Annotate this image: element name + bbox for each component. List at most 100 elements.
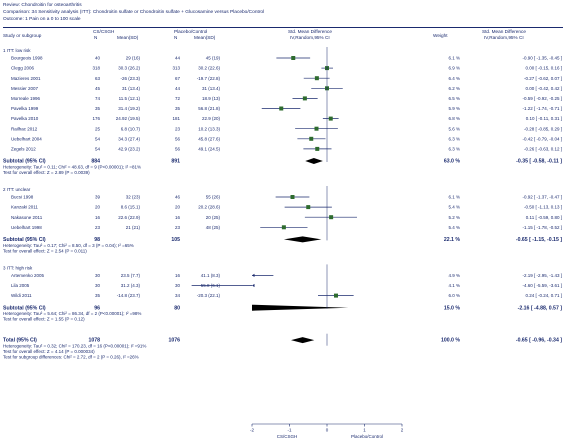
ctrl-n: 44 bbox=[175, 56, 181, 61]
weight-value: 6.1 % bbox=[448, 56, 460, 61]
effect-ci-value: 0.10 [ -0.11, 0.31 ] bbox=[526, 116, 562, 121]
subtotal-ci: -0.65 [ -1.15, -0.15 ] bbox=[516, 237, 562, 243]
exp-mean-sd: 21 (21) bbox=[126, 225, 141, 230]
total-ctrl-n: 1076 bbox=[168, 338, 180, 344]
outcome-title: Outcome: 1 Pain on a 0 to 100 scale bbox=[3, 17, 81, 22]
weight-value: 6.9 % bbox=[448, 66, 460, 71]
point-estimate bbox=[309, 136, 314, 141]
weight-value: 5.4 % bbox=[448, 225, 460, 230]
point-estimate bbox=[328, 116, 333, 121]
exp-n: 318 bbox=[92, 66, 100, 71]
ctrl-mean-sd: 10.2 (13.3) bbox=[198, 126, 220, 131]
subtotal-exp-n: 98 bbox=[94, 237, 100, 243]
study-name: Morreale 1996 bbox=[11, 96, 41, 101]
ctrl-n: 16 bbox=[175, 215, 181, 220]
point-estimate bbox=[315, 146, 320, 151]
ctrl-n: 30 bbox=[175, 283, 181, 288]
weight-value: 6.3 % bbox=[448, 147, 460, 152]
exp-mean-sd: 8.6 (15.1) bbox=[121, 205, 141, 210]
ctrl-mean-sd: 48 (25) bbox=[206, 225, 221, 230]
exp-n: 35 bbox=[95, 293, 101, 298]
exp-n: 40 bbox=[95, 56, 101, 61]
study-name: Clegg 2006 bbox=[11, 66, 35, 71]
ctrl-mean-sd: 18.9 (13) bbox=[202, 96, 221, 101]
effect-ci-value: 0.00 [ -0.42, 0.42 ] bbox=[525, 86, 562, 91]
study-name: Uebelhart 1998 bbox=[11, 225, 42, 230]
study-name: Pavelka 1999 bbox=[11, 106, 39, 111]
point-estimate bbox=[290, 195, 295, 199]
exp-n: 35 bbox=[95, 106, 101, 111]
ctrl-n: 23 bbox=[175, 225, 181, 230]
exp-mean-sd: 31 (13.4) bbox=[122, 86, 141, 91]
col-exp-mean: Mean(SD) bbox=[117, 35, 139, 40]
exp-mean-sd: 11.5 (12.1) bbox=[119, 96, 141, 101]
exp-mean-sd: 29 (16) bbox=[126, 56, 141, 61]
ctrl-mean-sd: 20 (25) bbox=[206, 215, 221, 220]
weight-value: 5.6 % bbox=[448, 126, 460, 131]
ctrl-n: 72 bbox=[175, 96, 181, 101]
weight-value: 5.9 % bbox=[448, 106, 460, 111]
ctrl-mean-sd: 45 (19) bbox=[206, 56, 221, 61]
subtotal-ci: -2.16 [ -4.88, 0.57 ] bbox=[518, 305, 563, 311]
exp-mean-sd: 22.6 (22.9) bbox=[118, 215, 140, 220]
ctrl-mean-sd: 22.9 (20) bbox=[202, 116, 221, 121]
ctrl-mean-sd: 30.2 (22.6) bbox=[198, 66, 220, 71]
study-name: Bucsi 1998 bbox=[11, 195, 34, 200]
x-tick-label: 1 bbox=[363, 428, 366, 433]
study-name: Mazieres 2001 bbox=[11, 76, 41, 81]
ctrl-mean-sd: 45.8 (27.6) bbox=[198, 136, 220, 141]
total-overall-effect-text: Test for overall effect: Z = 4.14 (P = 0… bbox=[3, 349, 95, 354]
exp-n: 30 bbox=[95, 283, 101, 288]
study-name: Bourgeois 1998 bbox=[11, 56, 43, 61]
subtotal-label: Subtotal (95% CI) bbox=[3, 305, 46, 311]
ctrl-n: 56 bbox=[175, 136, 181, 141]
ctrl-n: 34 bbox=[175, 293, 181, 298]
subtotal-label: Subtotal (95% CI) bbox=[3, 159, 46, 165]
effect-ci-value: -0.90 [ -1.35, -0.45 ] bbox=[522, 56, 562, 61]
overall-effect-text: Test for overall effect: Z = 1.55 (P = 0… bbox=[3, 317, 85, 322]
weight-value: 5.4 % bbox=[448, 205, 460, 210]
heterogeneity-text: Heterogeneity: Tau² = 0.17; Chi² = 8.50,… bbox=[3, 243, 134, 248]
exp-n: 16 bbox=[95, 215, 101, 220]
review-title: Review: Chondroitin for osteoarthritis bbox=[3, 3, 82, 8]
point-estimate bbox=[314, 76, 319, 81]
study-name: Kanzaki 2011 bbox=[11, 205, 38, 210]
subtotal-diamond bbox=[252, 304, 349, 311]
effect-ci-value: 0.00 [ -0.15, 0.16 ] bbox=[525, 66, 562, 71]
point-estimate bbox=[306, 205, 311, 210]
exp-n: 45 bbox=[95, 86, 101, 91]
col-study: Study or subgroup bbox=[3, 33, 42, 38]
exp-n: 23 bbox=[95, 225, 101, 230]
subtotal-weight: 63.0 % bbox=[444, 159, 461, 165]
exp-n: 54 bbox=[95, 136, 101, 141]
subtotal-weight: 22.1 % bbox=[444, 237, 461, 243]
point-estimate bbox=[281, 225, 286, 230]
ctrl-n: 44 bbox=[175, 86, 181, 91]
col-effect-text-method: IV,Random,95% CI bbox=[484, 35, 524, 40]
study-name: Nakasone 2011 bbox=[11, 215, 43, 220]
col-effect-plot: Std. Mean Difference bbox=[288, 29, 332, 34]
exp-mean-sd: 30.3 (26.2) bbox=[118, 66, 140, 71]
heterogeneity-text: Heterogeneity: Tau² = 5.64; Chi² = 86.34… bbox=[3, 311, 141, 316]
ctrl-n: 20 bbox=[175, 205, 181, 210]
axis-label-right: Placebo/Control bbox=[351, 434, 383, 439]
x-tick-label: 0 bbox=[326, 428, 329, 433]
col-exp-n: N bbox=[94, 35, 98, 40]
exp-mean-sd: 42.9 (23.2) bbox=[118, 147, 140, 152]
col-exp-group: CS/CSGH bbox=[93, 29, 115, 34]
study-name: Railhac 2012 bbox=[11, 126, 38, 131]
subgroup-label: 2 ITT: unclear bbox=[3, 187, 31, 192]
ctrl-n: 23 bbox=[175, 126, 181, 131]
point-estimate bbox=[329, 215, 334, 220]
exp-n: 39 bbox=[95, 195, 101, 200]
col-effect-text: Std. Mean Difference bbox=[482, 29, 526, 34]
ctrl-n: 181 bbox=[172, 116, 180, 121]
subtotal-ctrl-n: 891 bbox=[171, 159, 180, 165]
total-diamond bbox=[291, 337, 315, 344]
weight-value: 6.3 % bbox=[448, 136, 460, 141]
subtotal-weight: 15.0 % bbox=[444, 305, 461, 311]
subtotal-exp-n: 884 bbox=[91, 159, 100, 165]
subtotal-label: Subtotal (95% CI) bbox=[3, 237, 46, 243]
ctrl-mean-sd: 56.8 (21.8) bbox=[198, 106, 220, 111]
effect-ci-value: -0.27 [ -0.62, 0.07 ] bbox=[524, 76, 562, 81]
